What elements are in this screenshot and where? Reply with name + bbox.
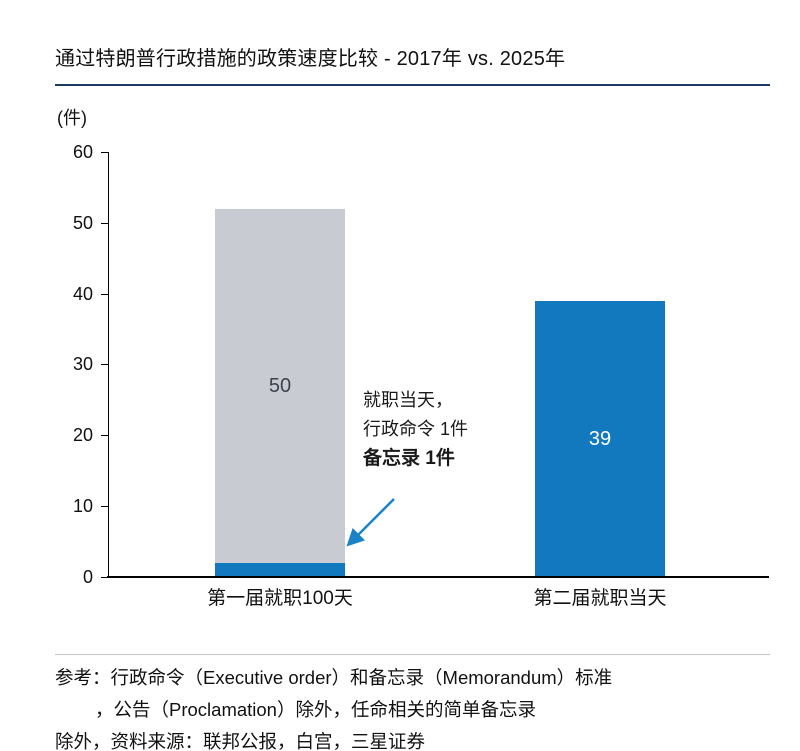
plot-area: 0 10 20 30 40 50 60 50 (73, 142, 769, 587)
category-label-second-term: 第二届就职当天 (533, 588, 667, 609)
y-axis-tick: 30 (46, 353, 108, 375)
title-rule (55, 84, 770, 86)
bar-segment-inauguration-day-blue (215, 563, 345, 577)
x-axis-line (107, 576, 769, 578)
y-axis-line (108, 152, 109, 577)
y-tick-label: 60 (72, 141, 93, 162)
bar-segment-second-term-blue: 39 (535, 301, 665, 577)
y-axis-tick: 20 (46, 424, 108, 446)
page-title: 通过特朗普行政措施的政策速度比较 - 2017年 vs. 2025年 (55, 48, 566, 70)
footer-rule (55, 654, 770, 655)
footer-note-line: 参考：行政命令（Executive order）和备忘录（Memorandum）… (55, 667, 613, 688)
footer-note-line: 除外，资料来源：联邦公报，白宫，三星证券 (55, 731, 426, 751)
bar-value-label: 39 (588, 427, 612, 450)
annotation-arrow-icon (346, 498, 395, 547)
y-tick-label: 50 (72, 212, 93, 233)
y-tick-mark (101, 293, 108, 295)
annotation-line: 行政命令 1件 (363, 419, 469, 439)
bar-segment-first-100-days-gray: 50 (215, 209, 345, 563)
y-axis-tick: 10 (46, 495, 108, 517)
annotation-line: 备忘录 1件 (363, 448, 455, 469)
y-axis-tick: 40 (46, 283, 108, 305)
y-tick-mark (101, 505, 108, 507)
y-axis-unit-label: (件) (57, 108, 87, 128)
category-label-first-term: 第一届就职100天 (207, 588, 353, 609)
y-axis-tick: 0 (46, 566, 108, 588)
y-axis-tick: 50 (46, 212, 108, 234)
bar-first-term-100-days: 50 (215, 209, 345, 577)
y-tick-mark (101, 576, 108, 578)
footer-notes: 参考：行政命令（Executive order）和备忘录（Memorandum）… (55, 662, 612, 751)
y-tick-mark (101, 434, 108, 436)
y-tick-mark (101, 222, 108, 224)
footer-note-line: ，公告（Proclamation）除外，任命相关的简单备忘录 (95, 699, 536, 720)
annotation-text: 就职当天， 行政命令 1件 备忘录 1件 (363, 386, 468, 473)
y-tick-mark (101, 151, 108, 153)
bar-second-term-inauguration-day: 39 (535, 301, 665, 577)
y-tick-label: 30 (72, 353, 93, 374)
bar-value-label: 50 (268, 374, 292, 397)
y-tick-label: 0 (82, 566, 93, 587)
y-tick-label: 40 (72, 283, 93, 304)
y-tick-mark (101, 363, 108, 365)
y-tick-label: 10 (72, 495, 93, 516)
annotation-line: 就职当天， (363, 390, 453, 410)
y-axis-tick: 60 (46, 141, 108, 163)
y-tick-label: 20 (72, 424, 93, 445)
